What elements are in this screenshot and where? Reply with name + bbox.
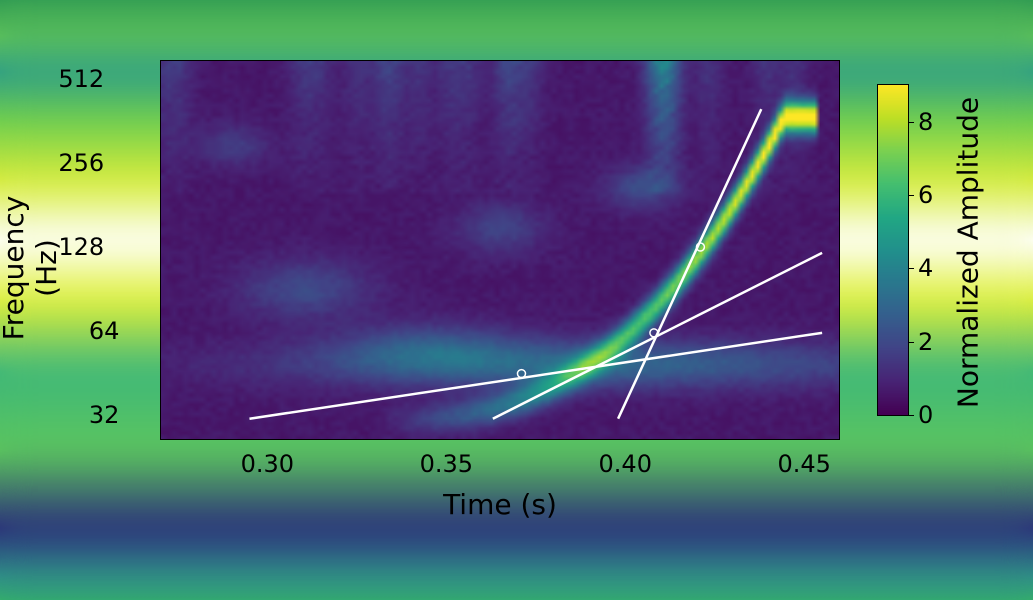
colorbar-tick-label: 6: [918, 181, 933, 209]
spectrogram-plot: [160, 60, 840, 440]
x-tick-label: 0.40: [599, 450, 652, 478]
y-axis-label: Frequency (Hz): [0, 168, 63, 368]
x-tick-label: 0.30: [241, 450, 294, 478]
colorbar-tick-label: 4: [918, 254, 933, 282]
colorbar-tick-label: 0: [918, 401, 933, 429]
colorbar-label: Normalized Amplitude: [952, 93, 985, 413]
colorbar-tick-mark: [908, 415, 914, 416]
colorbar-tick-mark: [908, 195, 914, 196]
colorbar-tick-mark: [908, 122, 914, 123]
colorbar-tick-label: 8: [918, 108, 933, 136]
colorbar-tick-label: 2: [918, 328, 933, 356]
colorbar-tick-mark: [908, 342, 914, 343]
x-axis-label: Time (s): [420, 488, 580, 521]
chirp-tangent-lines: [160, 60, 840, 440]
colorbar-gradient: [878, 85, 908, 415]
colorbar: [878, 85, 908, 415]
x-tick-label: 0.45: [777, 450, 830, 478]
colorbar-tick-mark: [908, 268, 914, 269]
x-tick-label: 0.35: [420, 450, 473, 478]
